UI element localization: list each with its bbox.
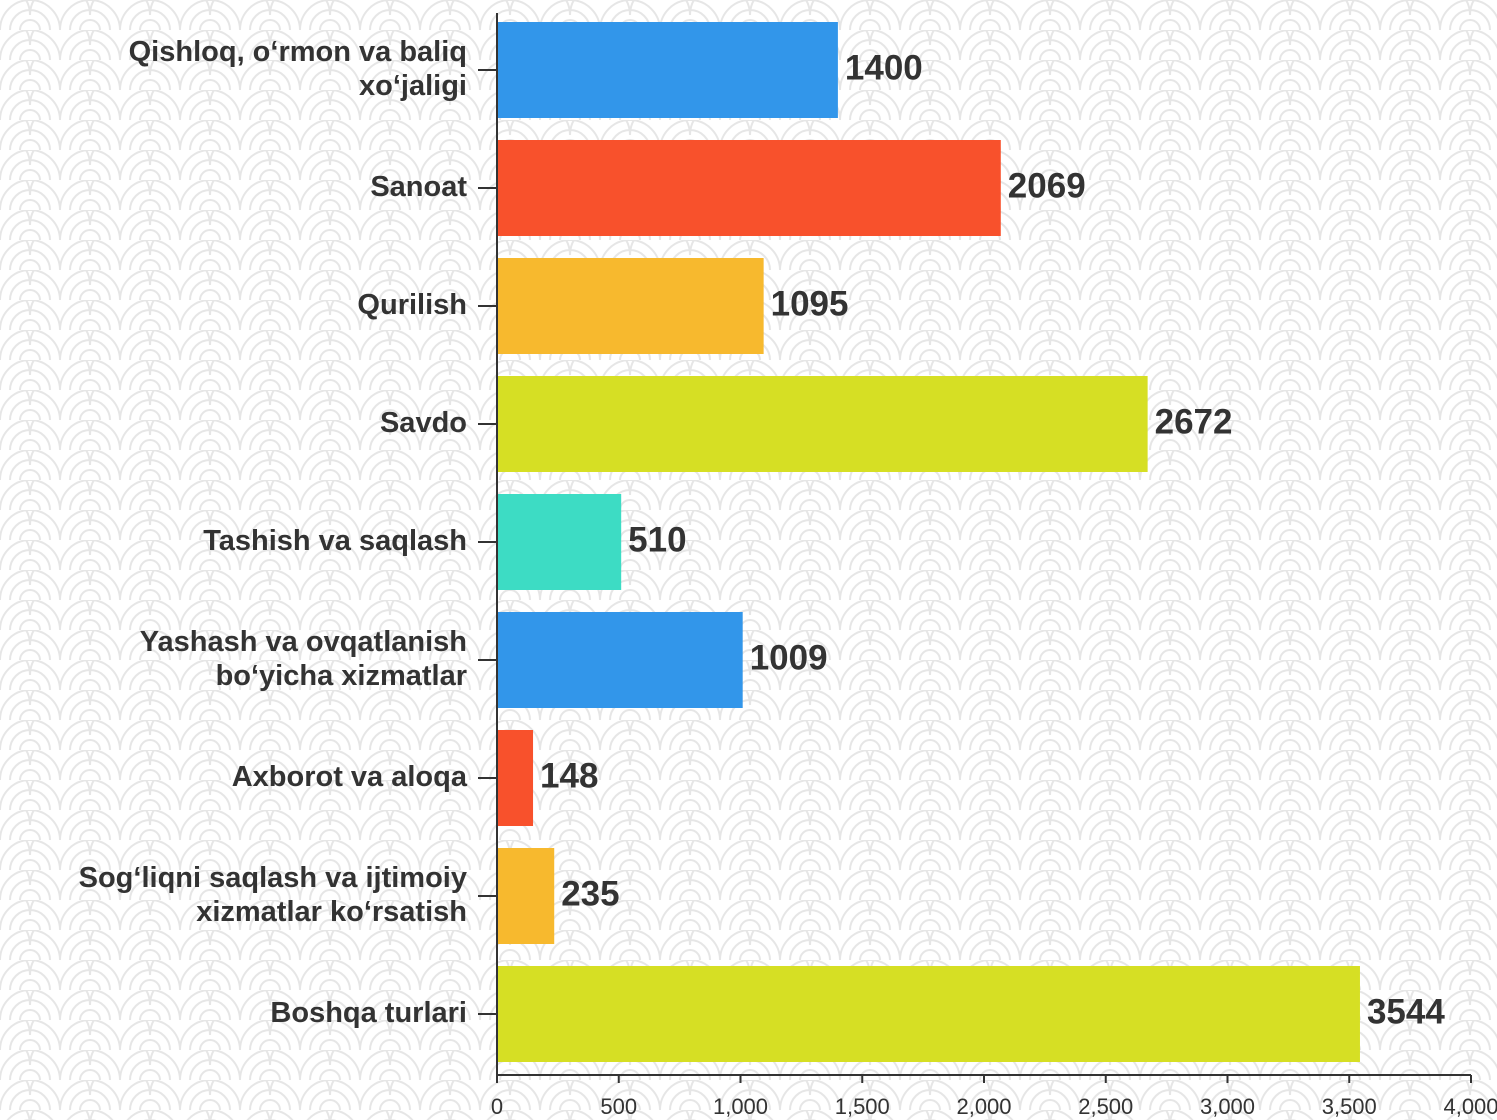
category-label: Savdo [380, 407, 467, 439]
value-label: 2069 [1008, 166, 1086, 205]
category-label: Tashish va saqlash [203, 525, 467, 557]
x-tick-label: 1,500 [835, 1094, 890, 1119]
value-label: 1095 [771, 284, 849, 323]
category-label: Axborot va aloqa [232, 761, 468, 793]
x-tick-label: 3,500 [1322, 1094, 1377, 1119]
bar [497, 140, 1001, 236]
category-label: Sog‘liqni saqlash va ijtimoiy xizmatlar k… [79, 862, 467, 928]
x-tick-label: 2,500 [1078, 1094, 1133, 1119]
bar [497, 258, 764, 354]
bar [497, 494, 622, 590]
x-tick-label: 1,000 [713, 1094, 768, 1119]
value-label: 148 [540, 756, 598, 795]
category-label: Sanoat [370, 171, 467, 203]
value-label: 2672 [1155, 402, 1233, 441]
category-label: Qurilish [357, 289, 467, 321]
category-label: Boshqa turlari [270, 997, 467, 1029]
value-label: 3544 [1367, 992, 1445, 1031]
x-tick-label: 3,000 [1200, 1094, 1255, 1119]
value-label: 235 [561, 874, 619, 913]
x-tick-label: 0 [491, 1094, 503, 1119]
bar [497, 376, 1148, 472]
bar [497, 730, 534, 826]
category-label: Yashash va ovqatlanish bo‘yicha xizmatlar [140, 626, 467, 692]
value-label: 1400 [845, 48, 923, 87]
bar [497, 966, 1360, 1062]
x-tick-label: 2,000 [956, 1094, 1011, 1119]
x-tick-label: 4,000 [1443, 1094, 1497, 1119]
x-tick-label: 500 [600, 1094, 637, 1119]
bar [497, 848, 555, 944]
value-label: 510 [628, 520, 686, 559]
bar [497, 612, 743, 708]
value-label: 1009 [750, 638, 828, 677]
category-label: Qishloq, o‘rmon va baliq xo‘jaligi [129, 36, 467, 102]
bar [497, 22, 838, 118]
